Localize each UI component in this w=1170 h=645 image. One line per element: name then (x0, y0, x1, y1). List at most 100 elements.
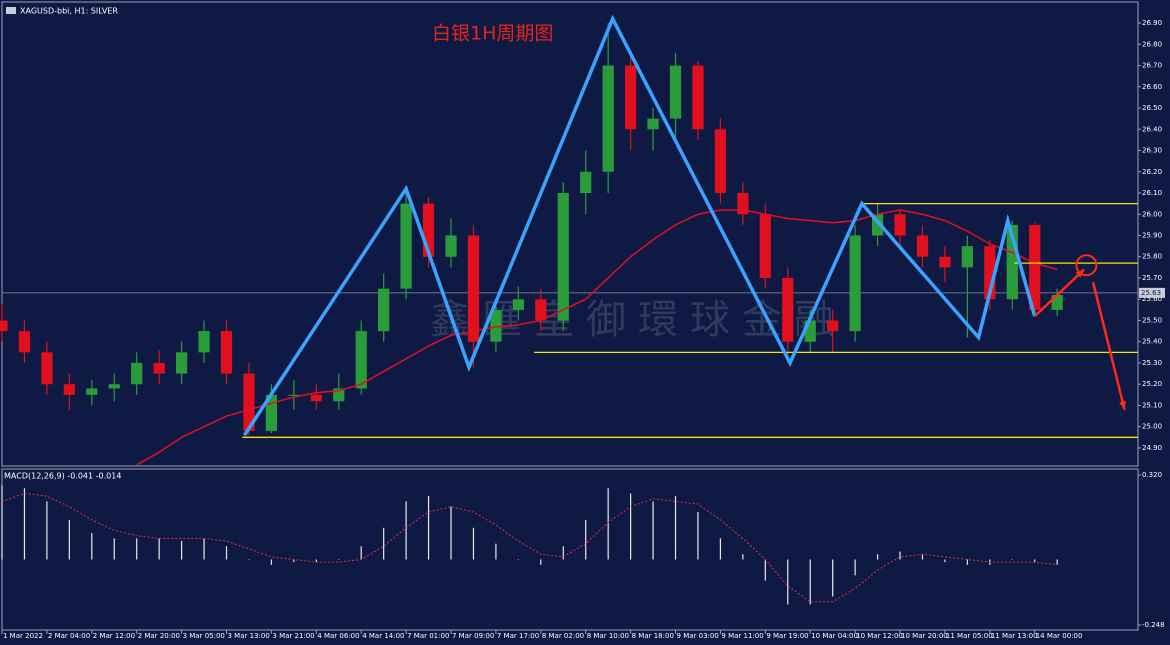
candle-body (310, 394, 322, 402)
y-tick-label: 25.50 (1142, 316, 1162, 324)
candle-body (871, 214, 884, 236)
candle-body (220, 331, 233, 374)
last-price-box (1139, 287, 1165, 298)
y-tick-label: 25.90 (1142, 232, 1162, 240)
y-tick-label: 26.70 (1142, 62, 1162, 70)
main-panel (1, 1, 1139, 467)
macd-bar (113, 538, 115, 560)
macd-bar (270, 559, 273, 565)
macd-bar (854, 559, 856, 576)
macd-bar (966, 559, 968, 565)
macd-bar (158, 538, 160, 560)
x-tick-label: 2 Mar 04:00 (48, 632, 90, 640)
macd-tick-label: -0.248 (1142, 621, 1165, 629)
macd-bar (405, 501, 407, 560)
macd-bar (293, 559, 295, 563)
macd-bar (562, 546, 564, 560)
macd-bar (383, 527, 385, 560)
candle-body (86, 388, 98, 395)
x-tick-label: 7 Mar 01:00 (407, 632, 449, 640)
candle-body (512, 299, 524, 310)
candle-body (490, 309, 502, 342)
red-arrow-head (1119, 400, 1126, 410)
red-circle (1075, 254, 1098, 277)
x-tick-label: 1 Mar 2022 (3, 632, 43, 640)
candle-body (804, 320, 816, 342)
macd-bar (944, 559, 946, 563)
candle-body (198, 331, 210, 353)
y-tick-label: 26.90 (1142, 19, 1162, 27)
candle-body (759, 214, 771, 278)
x-tick-label: 4 Mar 06:00 (317, 632, 359, 640)
candle-body (984, 246, 996, 300)
macd-bar (1011, 559, 1013, 561)
macd-bar (809, 559, 811, 605)
y-tick-label: 26.40 (1142, 125, 1162, 133)
annotation: 白银1H周期图 (432, 23, 553, 45)
candle-body (467, 235, 480, 342)
y-tick-label: 26.60 (1142, 83, 1162, 91)
macd-label: MACD(12,26,9) -0.041 -0.014 (4, 472, 121, 481)
candle-body (737, 193, 749, 215)
macd-bar (427, 496, 430, 560)
macd-bar (23, 488, 26, 560)
candle-body (1051, 294, 1063, 310)
candle-body (557, 193, 569, 321)
candle-body (422, 203, 435, 257)
macd-bar (876, 554, 879, 560)
candle-body (0, 320, 8, 332)
x-tick-label: 10 Mar 12:00 (856, 632, 903, 640)
candle-body (916, 235, 929, 257)
macd-bar (899, 551, 901, 560)
candle-body (625, 65, 637, 130)
y-tick-label: 26.20 (1142, 168, 1162, 176)
x-tick-label: 8 Mar 18:00 (632, 632, 674, 640)
y-tick-label: 25.30 (1142, 359, 1162, 367)
y-tick-label: 25.70 (1142, 274, 1162, 282)
candle-body (535, 299, 547, 321)
y-tick-label: 26.30 (1142, 147, 1162, 155)
macd-bar (360, 546, 362, 560)
macd-tick-label: 0.320 (1142, 471, 1162, 479)
macd-bar (203, 538, 205, 560)
macd-bar (338, 559, 340, 561)
x-tick-label: 3 Mar 05:00 (183, 632, 225, 640)
x-tick-label: 3 Mar 13:00 (228, 632, 270, 640)
macd-bar (1034, 559, 1036, 563)
y-tick-label: 26.80 (1142, 40, 1162, 48)
macd-bar (248, 559, 250, 561)
candle-body (782, 277, 794, 342)
macd-bar (225, 546, 228, 560)
red-arrow (1033, 268, 1085, 318)
candle-body (243, 373, 255, 431)
macd-bar (1056, 559, 1058, 565)
zigzag-line (243, 14, 1037, 437)
y-tick-label: 26.10 (1142, 189, 1162, 197)
candle-body (108, 384, 120, 389)
x-tick-label: 10 Mar 04:00 (811, 632, 858, 640)
y-tick-label: 26.50 (1142, 104, 1162, 112)
x-tick-label: 2 Mar 12:00 (93, 632, 135, 640)
macd-bar (315, 559, 317, 563)
candle-body (18, 331, 31, 353)
candle-body (1029, 224, 1041, 310)
x-tick-label: 3 Mar 21:00 (272, 632, 314, 640)
candle-body (288, 394, 300, 396)
y-tick-label: 25.40 (1142, 338, 1162, 346)
candle-body (333, 388, 345, 402)
candle-body (131, 362, 143, 385)
macd-bar (46, 501, 48, 560)
candle-body (1006, 224, 1018, 300)
x-tick-label: 8 Mar 02:00 (542, 632, 584, 640)
x-tick-label: 11 Mar 05:00 (946, 632, 993, 640)
candle-body (153, 362, 165, 374)
candle-body (669, 65, 682, 119)
moving-average (136, 209, 1058, 466)
candle-body (894, 214, 906, 236)
x-tick-label: 8 Mar 10:00 (587, 632, 629, 640)
candle-body (961, 246, 973, 268)
macd-bar (91, 533, 93, 560)
macd-bar (764, 559, 766, 581)
macd-bar (921, 554, 924, 560)
